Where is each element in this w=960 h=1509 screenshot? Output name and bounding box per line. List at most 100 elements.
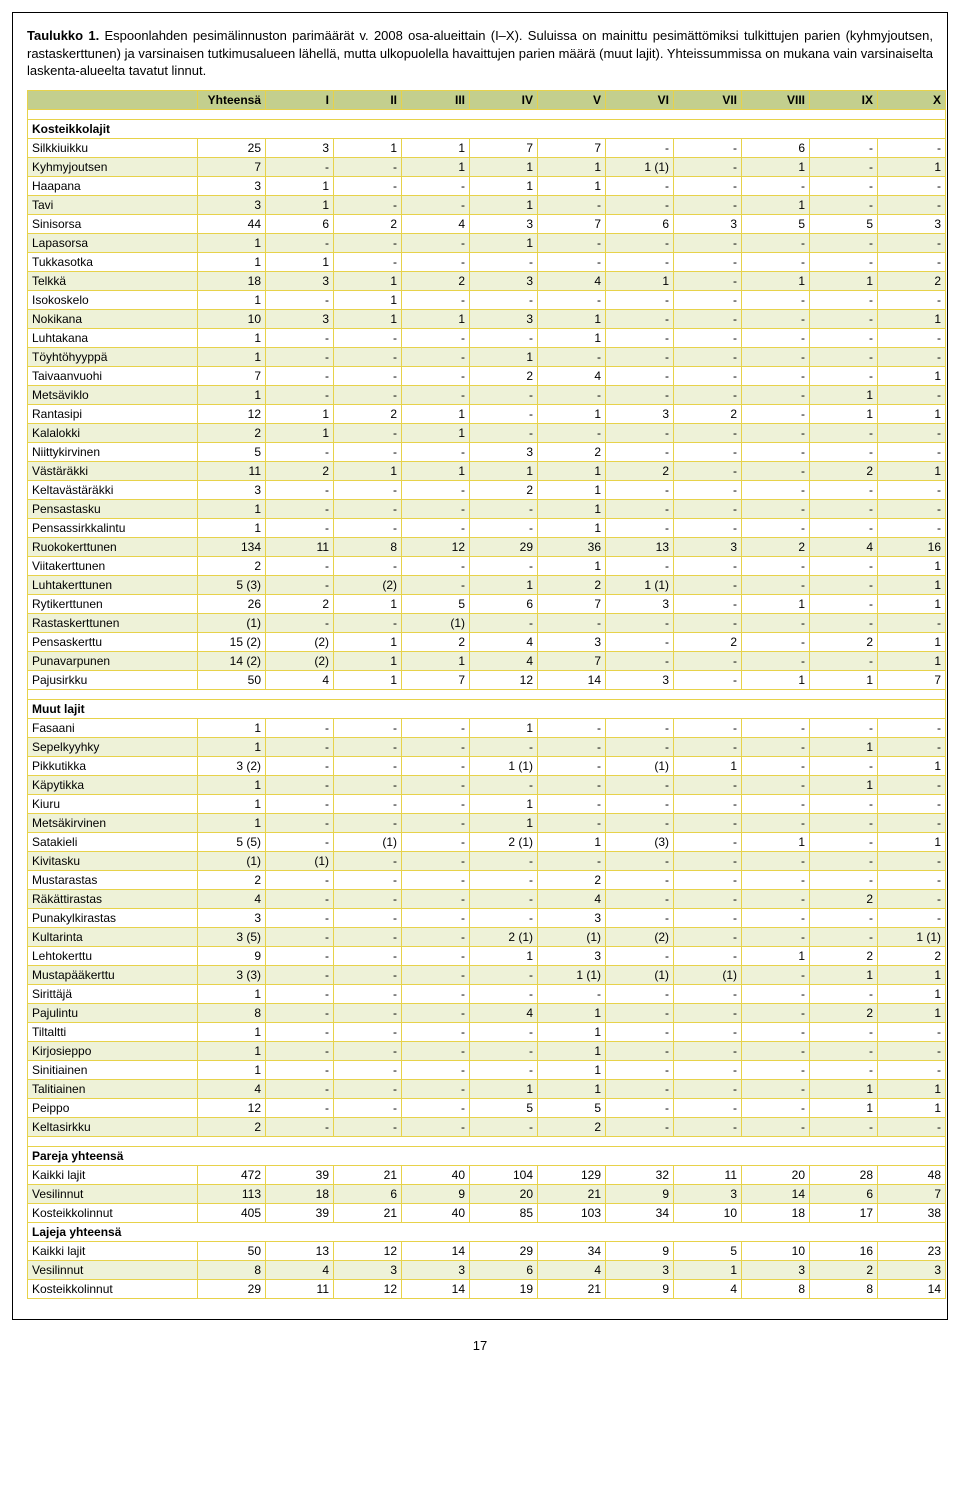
cell: - — [538, 347, 606, 366]
cell: - — [470, 499, 538, 518]
table-row: Kivitasku(1)(1)--------- — [28, 851, 946, 870]
cell: - — [606, 1117, 674, 1136]
cell: - — [538, 737, 606, 756]
cell: 11 — [266, 1279, 334, 1298]
cell: 7 — [470, 138, 538, 157]
row-label: Mustapääkerttu — [28, 965, 198, 984]
cell: - — [266, 157, 334, 176]
cell: - — [742, 851, 810, 870]
cell: 1 — [810, 1098, 878, 1117]
cell: 2 — [810, 889, 878, 908]
cell: 1 — [742, 195, 810, 214]
cell: 2 — [878, 946, 946, 965]
cell: 7 — [538, 214, 606, 233]
cell: - — [878, 889, 946, 908]
cell: - — [402, 908, 470, 927]
cell: 1 — [878, 965, 946, 984]
cell: - — [742, 252, 810, 271]
cell: - — [334, 1117, 402, 1136]
cell: 1 — [470, 1079, 538, 1098]
cell: - — [674, 233, 742, 252]
cell: 2 — [538, 870, 606, 889]
row-label: Pikkutikka — [28, 756, 198, 775]
cell: - — [742, 718, 810, 737]
cell: - — [742, 385, 810, 404]
cell: - — [742, 347, 810, 366]
cell: 3 — [606, 1260, 674, 1279]
cell: - — [266, 718, 334, 737]
cell: - — [606, 480, 674, 499]
cell: 14 — [878, 1279, 946, 1298]
cell: - — [402, 1079, 470, 1098]
cell: 1 — [470, 233, 538, 252]
cell: - — [674, 946, 742, 965]
cell: - — [742, 1098, 810, 1117]
table-row: Tiltaltti1----1----- — [28, 1022, 946, 1041]
row-label: Sepelkyyhky — [28, 737, 198, 756]
table-row: Luhtakerttunen5 (3)-(2)-121 (1)---1 — [28, 575, 946, 594]
cell: - — [878, 176, 946, 195]
cell: - — [334, 813, 402, 832]
cell: - — [674, 480, 742, 499]
cell: 21 — [334, 1165, 402, 1184]
cell: 129 — [538, 1165, 606, 1184]
cell: - — [742, 756, 810, 775]
cell: - — [674, 575, 742, 594]
cell: 6 — [606, 214, 674, 233]
cell: - — [538, 613, 606, 632]
cell: 2 — [198, 870, 266, 889]
cell: - — [402, 252, 470, 271]
table-row: Rantasipi12121-132-11 — [28, 404, 946, 423]
cell: 1 — [878, 984, 946, 1003]
cell: - — [674, 347, 742, 366]
table-row: Metsäkirvinen1---1------ — [28, 813, 946, 832]
cell: - — [334, 1041, 402, 1060]
cell: - — [742, 737, 810, 756]
table-row: Pikkutikka3 (2)---1 (1)-(1)1--1 — [28, 756, 946, 775]
row-label: Kyhmyjoutsen — [28, 157, 198, 176]
cell: 8 — [810, 1279, 878, 1298]
cell: 2 — [810, 946, 878, 965]
cell: 5 — [538, 1098, 606, 1117]
cell: 8 — [198, 1003, 266, 1022]
cell: 1 — [470, 813, 538, 832]
cell: 1 — [878, 594, 946, 613]
cell: - — [674, 309, 742, 328]
cell: 2 — [674, 404, 742, 423]
cell: - — [674, 794, 742, 813]
cell: - — [878, 138, 946, 157]
cell: - — [334, 556, 402, 575]
cell: - — [606, 794, 674, 813]
cell: 2 (1) — [470, 927, 538, 946]
cell: 4 — [198, 1079, 266, 1098]
cell: 36 — [538, 537, 606, 556]
cell: 1 — [402, 309, 470, 328]
cell: 40 — [402, 1203, 470, 1222]
column-header: VI — [606, 90, 674, 109]
cell: - — [742, 613, 810, 632]
cell: 1 — [470, 575, 538, 594]
cell: - — [878, 1041, 946, 1060]
cell: 1 — [198, 233, 266, 252]
cell: 5 — [470, 1098, 538, 1117]
cell: 14 — [538, 670, 606, 689]
cell: - — [402, 794, 470, 813]
cell: 1 (1) — [538, 965, 606, 984]
cell: - — [470, 252, 538, 271]
cell: - — [606, 176, 674, 195]
row-label: Rastaskerttunen — [28, 613, 198, 632]
cell: 1 — [198, 328, 266, 347]
cell: - — [266, 442, 334, 461]
cell: - — [402, 347, 470, 366]
cell: - — [470, 556, 538, 575]
cell: 13 — [266, 1241, 334, 1260]
cell: 1 — [810, 404, 878, 423]
cell: - — [266, 794, 334, 813]
cell: 23 — [878, 1241, 946, 1260]
cell: - — [878, 347, 946, 366]
cell: - — [402, 889, 470, 908]
cell: 7 — [198, 157, 266, 176]
cell: - — [742, 366, 810, 385]
cell: - — [742, 1079, 810, 1098]
table-row: Lapasorsa1---1------ — [28, 233, 946, 252]
